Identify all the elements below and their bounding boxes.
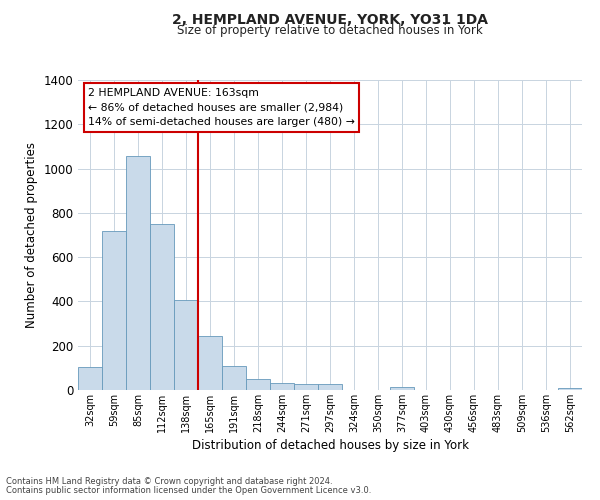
Bar (126, 156, 150, 390)
Bar (150, 224, 174, 390)
Bar (246, 379, 270, 390)
Bar (558, 388, 582, 390)
Bar (198, 336, 222, 390)
Text: Contains public sector information licensed under the Open Government Licence v3: Contains public sector information licen… (6, 486, 371, 495)
Y-axis label: Number of detached properties: Number of detached properties (25, 142, 38, 328)
Bar (102, 230, 126, 390)
Text: 2 HEMPLAND AVENUE: 163sqm
← 86% of detached houses are smaller (2,984)
14% of se: 2 HEMPLAND AVENUE: 163sqm ← 86% of detac… (88, 88, 355, 128)
Bar (318, 384, 342, 390)
Bar (174, 300, 198, 390)
Bar (78, 367, 102, 390)
X-axis label: Distribution of detached houses by size in York: Distribution of detached houses by size … (191, 439, 469, 452)
Bar (294, 384, 318, 390)
Bar (270, 384, 294, 390)
Text: 2, HEMPLAND AVENUE, YORK, YO31 1DA: 2, HEMPLAND AVENUE, YORK, YO31 1DA (172, 12, 488, 26)
Bar (390, 386, 414, 390)
Text: Contains HM Land Registry data © Crown copyright and database right 2024.: Contains HM Land Registry data © Crown c… (6, 477, 332, 486)
Text: Size of property relative to detached houses in York: Size of property relative to detached ho… (177, 24, 483, 37)
Bar (222, 366, 246, 390)
